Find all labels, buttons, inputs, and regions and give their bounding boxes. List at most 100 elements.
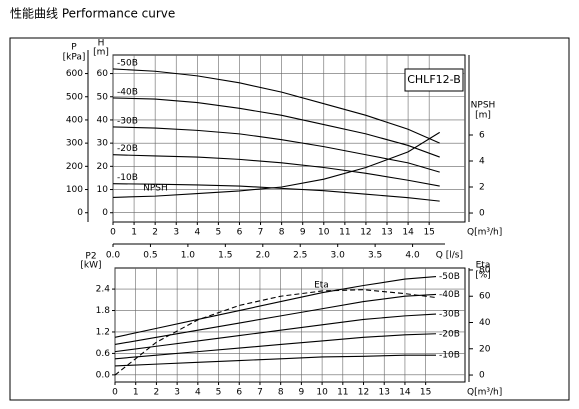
series-label: -30B [117, 116, 138, 126]
x-axis-label: Q[m³/h] [467, 228, 502, 238]
x-tick-label: 14 [402, 228, 414, 238]
x-tick-label: 2 [154, 388, 160, 398]
frame [9, 37, 570, 401]
y-tick-label: 40 [97, 115, 109, 125]
y2-axis-label: Eta [476, 261, 491, 271]
x2-tick-label: 3.0 [331, 251, 346, 261]
series-label: -30B [439, 310, 460, 320]
x-tick-label: 11 [339, 228, 350, 238]
x-tick-label: 12 [358, 388, 369, 398]
p-axis-label: P [71, 43, 77, 53]
x2-tick-label: 1.0 [181, 251, 196, 261]
p-tick-label: 600 [66, 69, 83, 79]
y2-tick-label: 0 [479, 371, 485, 381]
x-tick-label: 15 [420, 388, 431, 398]
series-label: -10B [117, 173, 138, 183]
x-tick-label: 12 [360, 228, 371, 238]
curve [114, 276, 437, 338]
series-label: NPSH [143, 184, 168, 194]
x-tick-label: 2 [152, 228, 158, 238]
y-tick-label: 0.6 [96, 349, 111, 359]
y-tick-label: 1.8 [96, 306, 111, 316]
y-tick-label: 50 [97, 92, 109, 102]
x-tick-label: 8 [279, 228, 285, 238]
x2-tick-label: 2.0 [256, 251, 271, 261]
x2-tick-label: 2.5 [293, 251, 307, 261]
curve [114, 289, 437, 376]
curve [114, 313, 437, 353]
p-tick-label: 500 [66, 92, 83, 102]
x2-axis-label: Q [l/s] [436, 251, 463, 261]
x-tick-label: 1 [133, 388, 139, 398]
x2-tick-label: 0.0 [106, 251, 121, 261]
x-tick-label: 7 [258, 228, 264, 238]
x-tick-label: 14 [399, 388, 411, 398]
p-tick-label: 100 [66, 185, 83, 195]
y2-tick-label: 4 [479, 157, 485, 167]
y-axis-label: H [98, 39, 105, 49]
page-title: 性能曲线 Performance curve [10, 7, 175, 21]
y-tick-label: 2.4 [96, 285, 111, 295]
series-label: -20B [439, 329, 460, 339]
x-tick-label: 4 [195, 388, 201, 398]
series-label: -40B [439, 290, 460, 300]
x-tick-label: 15 [423, 228, 434, 238]
model-label: CHLF12-B [407, 73, 461, 86]
series-label: -20B [117, 144, 138, 154]
y2-tick-label: 60 [479, 292, 491, 302]
curve [114, 333, 437, 360]
x-tick-label: 0 [112, 388, 118, 398]
p-tick-label: 0 [77, 208, 83, 218]
curve [112, 126, 440, 173]
x-tick-label: 0 [110, 228, 116, 238]
curve [114, 354, 437, 367]
p-axis-label: [kPa] [63, 53, 86, 63]
curve [112, 154, 440, 187]
y2-tick-label: 0 [479, 209, 485, 219]
y-tick-label: 30 [97, 139, 109, 149]
x-tick-label: 8 [278, 388, 284, 398]
y2-tick-label: 6 [479, 130, 485, 140]
series-label: -10B [439, 351, 460, 361]
x2-tick-label: 0.5 [143, 251, 157, 261]
series-label: -50B [117, 58, 138, 68]
plot-area [114, 267, 466, 383]
x-tick-label: 1 [131, 228, 137, 238]
model-box [404, 68, 464, 92]
curve [112, 131, 440, 198]
y2-tick-label: 40 [479, 318, 491, 328]
y-tick-label: 0 [102, 208, 108, 218]
p-tick-label: 200 [66, 162, 83, 172]
x-tick-label: 5 [216, 228, 222, 238]
y-axis-label: [m] [93, 48, 109, 58]
y-tick-label: 10 [97, 185, 109, 195]
y-tick-label: 20 [97, 162, 109, 172]
x-tick-label: 11 [337, 388, 348, 398]
x-tick-label: 9 [300, 228, 306, 238]
x-tick-label: 13 [381, 228, 392, 238]
x-tick-label: 7 [257, 388, 263, 398]
curve [112, 97, 440, 158]
x2-tick-label: 4.0 [405, 251, 420, 261]
p-tick-label: 400 [66, 115, 83, 125]
y2-axis-label: [m] [475, 111, 491, 121]
x-axis-label: Q[m³/h] [467, 388, 502, 398]
y-tick-label: 0.0 [96, 370, 111, 380]
x-tick-label: 5 [216, 388, 222, 398]
y2-axis-label: NPSH [471, 101, 496, 111]
series-label: Eta [314, 280, 329, 290]
y-tick-label: 60 [97, 69, 109, 79]
y2-tick-label: 20 [479, 344, 491, 354]
y-axis-label: [kW] [80, 261, 101, 271]
x2-tick-label: 3.5 [368, 251, 382, 261]
series-label: -50B [439, 272, 460, 282]
x2-tick-label: 1.5 [218, 251, 232, 261]
x-tick-label: 13 [379, 388, 390, 398]
x-tick-label: 9 [299, 388, 305, 398]
x-tick-label: 3 [173, 228, 179, 238]
curve [112, 68, 440, 144]
x-tick-label: 6 [236, 388, 242, 398]
series-label: -40B [117, 87, 138, 97]
y-axis-label: P2 [85, 252, 96, 262]
